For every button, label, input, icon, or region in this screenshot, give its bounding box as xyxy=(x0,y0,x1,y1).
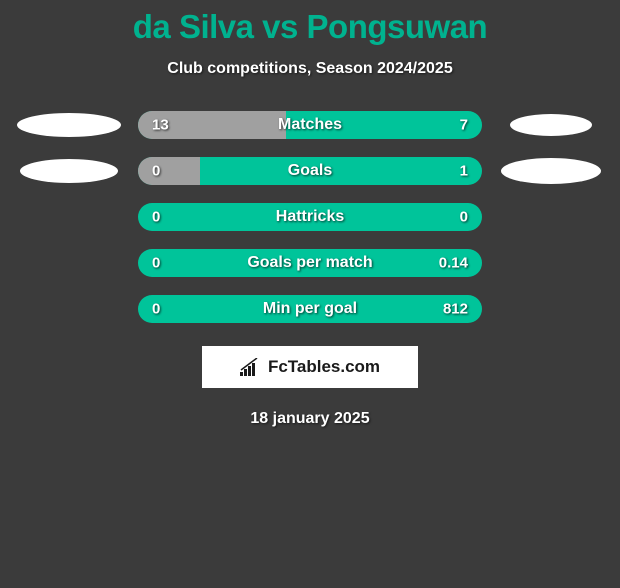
stat-left-value: 0 xyxy=(152,163,160,180)
stat-row-goals: 0 Goals 1 xyxy=(0,152,620,190)
player-shape-right-0 xyxy=(510,114,592,136)
player-shape-left-0 xyxy=(17,113,121,137)
stat-bar: 0 Goals 1 xyxy=(138,157,482,185)
stat-row-matches: 13 Matches 7 xyxy=(0,106,620,144)
chart-icon xyxy=(240,358,262,376)
stat-right-value: 0 xyxy=(460,209,468,226)
date-label: 18 january 2025 xyxy=(0,410,620,428)
stat-label: Goals per match xyxy=(247,254,372,272)
stat-right-value: 1 xyxy=(460,163,468,180)
left-shape-col xyxy=(0,159,138,183)
stat-right-value: 7 xyxy=(460,117,468,134)
stat-right-value: 0.14 xyxy=(439,255,468,272)
stat-bar: 0 Min per goal 812 xyxy=(138,295,482,323)
subtitle: Club competitions, Season 2024/2025 xyxy=(0,60,620,78)
stat-row-min-per-goal: 0 Min per goal 812 xyxy=(0,290,620,328)
stat-bar: 0 Goals per match 0.14 xyxy=(138,249,482,277)
stat-left-value: 0 xyxy=(152,255,160,272)
bar-left-fill xyxy=(138,157,200,185)
stat-bar: 0 Hattricks 0 xyxy=(138,203,482,231)
player-shape-right-1 xyxy=(501,158,601,184)
page-title: da Silva vs Pongsuwan xyxy=(0,8,620,46)
stat-label: Matches xyxy=(278,116,342,134)
stat-row-hattricks: 0 Hattricks 0 xyxy=(0,198,620,236)
footer-brand-text: FcTables.com xyxy=(268,357,380,377)
stats-area: 13 Matches 7 0 Goals 1 0 H xyxy=(0,106,620,328)
stat-bar: 13 Matches 7 xyxy=(138,111,482,139)
stat-label: Hattricks xyxy=(276,208,344,226)
player-shape-left-1 xyxy=(20,159,118,183)
left-shape-col xyxy=(0,113,138,137)
right-shape-col xyxy=(482,158,620,184)
stat-right-value: 812 xyxy=(443,301,468,318)
stat-row-goals-per-match: 0 Goals per match 0.14 xyxy=(0,244,620,282)
stat-left-value: 13 xyxy=(152,117,169,134)
stat-label: Goals xyxy=(288,162,332,180)
right-shape-col xyxy=(482,114,620,136)
footer-brand-box: FcTables.com xyxy=(202,346,418,388)
stat-left-value: 0 xyxy=(152,301,160,318)
stat-left-value: 0 xyxy=(152,209,160,226)
stat-label: Min per goal xyxy=(263,300,357,318)
